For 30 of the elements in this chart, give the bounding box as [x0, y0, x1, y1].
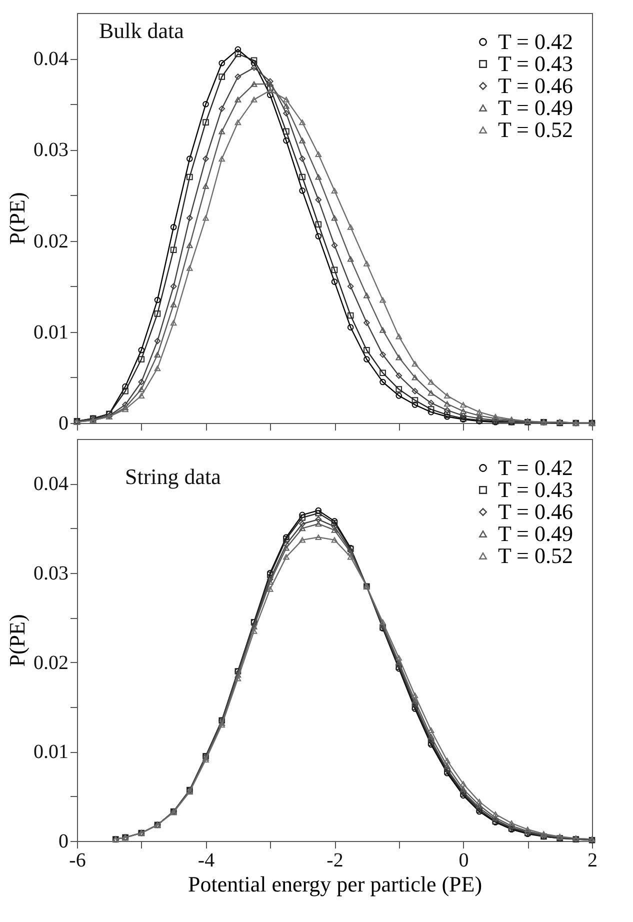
y-tick-label: 0.02 [34, 652, 68, 674]
legend-label: T = 0.42 [498, 455, 573, 480]
y-axis-title: P(PE) [4, 614, 30, 667]
legend-label: T = 0.43 [498, 51, 573, 76]
legend-label: T = 0.49 [498, 521, 573, 546]
legend-label: T = 0.49 [498, 95, 573, 120]
y-tick-label: 0.01 [34, 321, 68, 344]
x-tick-label: -6 [69, 850, 86, 872]
y-tick-label: 0.03 [34, 139, 68, 162]
annotation: String data [125, 464, 222, 489]
y-tick-label: 0.04 [34, 473, 68, 496]
x-tick-label: 2 [588, 850, 598, 872]
legend-label: T = 0.43 [498, 477, 573, 502]
x-tick-label: -4 [198, 850, 215, 872]
x-tick-label: -2 [326, 850, 344, 872]
legend-label: T = 0.42 [498, 29, 573, 54]
legend-label: T = 0.46 [498, 499, 573, 524]
y-tick-label: 0.04 [34, 48, 68, 70]
legend-label: T = 0.52 [498, 543, 573, 568]
x-tick-label: 0 [458, 850, 469, 872]
y-tick-label: 0 [58, 830, 68, 852]
annotation: Bulk data [99, 18, 184, 43]
x-axis-title: Potential energy per particle (PE) [188, 872, 482, 896]
y-axis-title: P(PE) [4, 192, 30, 245]
y-tick-label: 0.03 [34, 562, 68, 584]
y-tick-label: 0.02 [34, 230, 68, 252]
y-tick-label: 0.01 [34, 741, 68, 764]
legend-label: T = 0.52 [498, 117, 573, 142]
y-tick-label: 0 [58, 412, 68, 434]
legend-label: T = 0.46 [498, 73, 573, 98]
